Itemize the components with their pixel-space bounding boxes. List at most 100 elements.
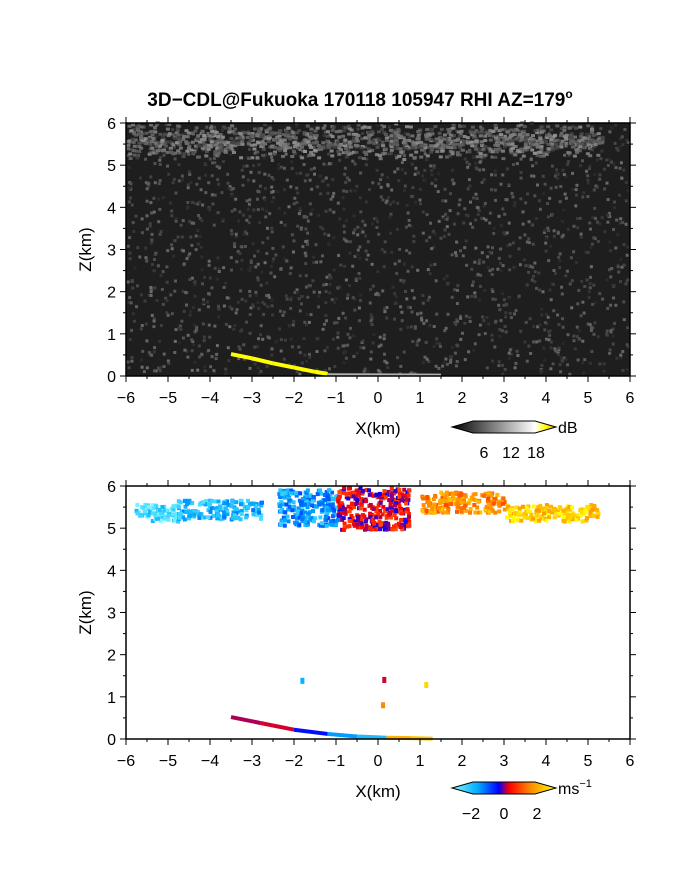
- layer-cell: [509, 147, 514, 151]
- noise-cell: [343, 264, 347, 268]
- noise-cell: [248, 215, 252, 219]
- velocity-cell: [310, 498, 315, 503]
- noise-cell: [255, 345, 259, 349]
- velocity-cell: [185, 502, 189, 507]
- layer-cell: [562, 125, 567, 129]
- velocity-cell: [146, 512, 151, 517]
- noise-cell: [429, 164, 433, 168]
- noise-cell: [619, 137, 623, 141]
- noise-cell: [455, 360, 459, 363]
- layer-cell: [283, 149, 288, 153]
- velocity-cell: [325, 495, 330, 500]
- noise-cell: [182, 249, 185, 253]
- noise-cell: [198, 355, 201, 359]
- noise-cell: [475, 155, 479, 159]
- velocity-cell: [319, 491, 323, 496]
- noise-cell: [619, 280, 622, 284]
- velocity-cell: [397, 504, 402, 509]
- layer-cell: [373, 138, 377, 142]
- noise-cell: [472, 196, 476, 200]
- noise-cell: [621, 143, 625, 147]
- noise-cell: [128, 251, 132, 255]
- noise-cell: [342, 207, 346, 211]
- layer-cell: [174, 131, 179, 135]
- noise-cell: [305, 215, 309, 219]
- noise-cell: [561, 233, 565, 237]
- noise-cell: [326, 141, 330, 145]
- noise-cell: [341, 196, 345, 200]
- noise-cell: [552, 283, 555, 286]
- velocity-cell: [201, 500, 205, 505]
- layer-cell: [402, 138, 407, 142]
- velocity-cell: [382, 489, 387, 494]
- noise-cell: [343, 344, 347, 348]
- noise-cell: [157, 366, 161, 370]
- noise-cell: [145, 214, 149, 218]
- noise-cell: [581, 361, 585, 365]
- noise-cell: [619, 356, 623, 360]
- noise-cell: [157, 220, 161, 224]
- noise-cell: [504, 198, 508, 202]
- noise-cell: [186, 355, 190, 359]
- noise-cell: [586, 181, 590, 185]
- noise-cell: [233, 245, 237, 249]
- velocity-cell: [282, 490, 287, 495]
- noise-cell: [152, 317, 156, 321]
- noise-cell: [161, 270, 165, 274]
- noise-cell: [579, 164, 582, 168]
- layer-cell: [194, 126, 199, 130]
- noise-cell: [215, 352, 219, 356]
- noise-cell: [463, 157, 467, 161]
- layer-cell: [336, 140, 340, 144]
- velocity-cell: [186, 498, 191, 503]
- noise-cell: [306, 242, 309, 246]
- layer-cell: [511, 129, 516, 133]
- noise-cell: [265, 294, 269, 298]
- noise-cell: [610, 267, 614, 270]
- noise-cell: [430, 173, 434, 177]
- noise-cell: [242, 357, 246, 361]
- layer-cell: [135, 124, 140, 128]
- noise-cell: [139, 176, 142, 180]
- velocity-cell: [457, 497, 461, 502]
- velocity-cell: [177, 515, 182, 520]
- velocity-cell: [293, 490, 298, 495]
- noise-cell: [564, 274, 568, 278]
- velocity-cell: [324, 505, 329, 510]
- noise-cell: [527, 344, 531, 348]
- noise-cell: [507, 221, 511, 225]
- layer-cell: [411, 146, 416, 150]
- noise-cell: [178, 324, 182, 328]
- noise-cell: [340, 138, 344, 142]
- noise-cell: [453, 351, 457, 355]
- velocity-point: [424, 682, 429, 689]
- noise-cell: [371, 181, 375, 185]
- velocity-cell: [372, 521, 376, 526]
- layer-cell: [144, 131, 149, 135]
- velocity-cell: [251, 501, 256, 506]
- noise-cell: [230, 209, 234, 213]
- layer-cell: [429, 138, 434, 141]
- noise-cell: [609, 275, 613, 279]
- velocity-cell: [522, 512, 527, 517]
- noise-cell: [527, 241, 531, 245]
- noise-cell: [499, 182, 503, 186]
- noise-cell: [599, 127, 603, 131]
- noise-cell: [158, 369, 162, 373]
- noise-cell: [605, 329, 609, 333]
- layer-cell: [468, 129, 473, 133]
- noise-cell: [505, 231, 509, 235]
- noise-cell: [497, 303, 501, 307]
- noise-cell: [285, 259, 289, 263]
- velocity-cell: [303, 523, 308, 527]
- velocity-cell: [382, 524, 387, 529]
- noise-cell: [272, 257, 276, 261]
- velocity-cell: [348, 491, 352, 496]
- layer-cell: [590, 128, 595, 132]
- velocity-cell: [216, 513, 221, 518]
- layer-cell: [356, 123, 361, 127]
- noise-cell: [596, 335, 600, 339]
- velocity-cell: [333, 495, 338, 499]
- layer-cell: [311, 153, 316, 157]
- layer-cell: [177, 143, 182, 147]
